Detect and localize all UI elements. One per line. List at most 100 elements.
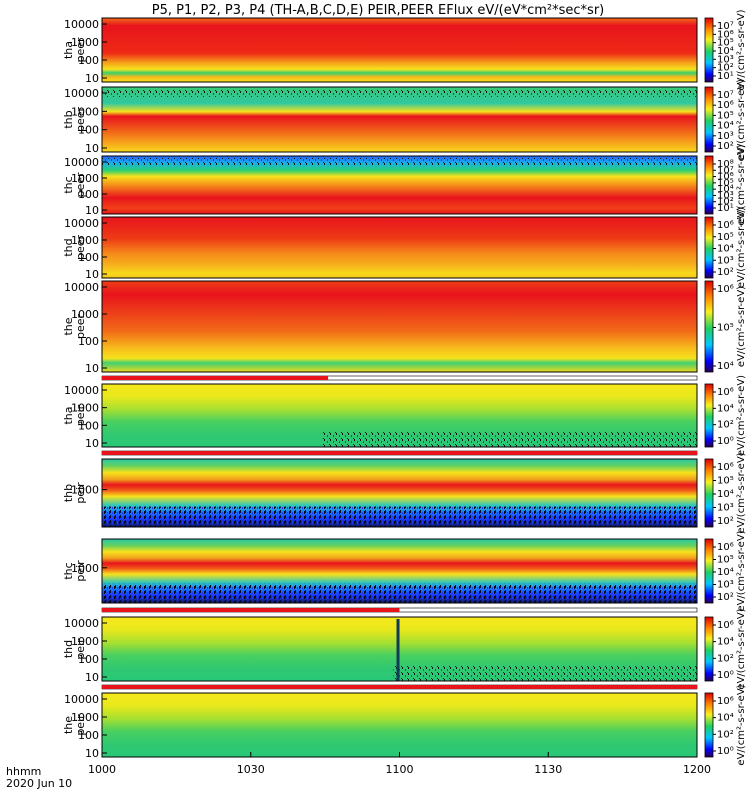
colorbar-label: eV/(cm²-s-sr-eV) [736,684,747,765]
y-tick-label: 10000 [64,87,99,100]
colorbar-tick-label: 10³ [717,580,734,591]
y-tick-label: 10000 [64,281,99,294]
spectrogram-fill [102,87,697,152]
colorbar-label: eV/(cm²-s-sr-eV) [736,375,747,456]
y-axis-label-species: peir [74,714,87,736]
y-tick-label: 1000 [71,105,99,118]
y-axis-label-probe: thd [62,238,75,256]
colorbar-tick-label: 10⁶ [717,220,734,231]
y-axis-label-species: peer [74,235,87,261]
y-axis-label-probe: the [62,317,75,335]
noise-speckle [393,665,697,681]
data-flag-fill [102,608,400,612]
y-axis-label-probe: tha [62,41,75,59]
y-tick-label: 100 [78,188,99,201]
y-axis-label-probe: thc [62,562,75,579]
noise-speckle [102,583,697,603]
y-tick-label: 10 [85,437,99,450]
x-tick-label: 1000 [88,763,116,776]
colorbar-tick-label: 10³ [717,503,734,514]
y-axis-label-species: peir [74,638,87,660]
y-axis-label-species: peer [74,314,87,340]
spectrogram-fill [102,281,697,372]
panel-tha-peer: tha peer 10000 1000 100 10 10⁷10⁶10⁵10⁴10³10²1… [62,9,747,90]
y-tick-label: 100 [78,54,99,67]
colorbar-tick-label: 10⁵ [717,178,734,189]
y-tick-label: 10000 [64,617,99,630]
y-tick-label: 1000 [71,36,99,49]
colorbar-tick-label: 10⁴ [717,637,734,648]
colorbar-tick-label: 10⁴ [717,361,734,372]
y-axis-label-probe: thc [62,176,75,193]
colorbar-tick-label: 10¹ [717,203,734,214]
colorbar [704,383,714,448]
y-tick-label: 1000 [71,172,99,185]
y-tick-label: 10 [85,72,99,85]
data-flag-fill [102,451,697,455]
x-tick-label: 1030 [237,763,265,776]
spectrogram-fill [102,18,697,82]
colorbar-tick-label: 10⁶ [717,100,734,111]
colorbar-tick-label: 10⁰ [717,670,734,681]
colorbar-tick-label: 10⁴ [717,489,734,500]
noise-speckle [102,506,697,527]
y-tick-label: 100 [78,251,99,264]
colorbar-tick-label: 10⁷ [717,90,734,101]
colorbar-tick-label: 10⁴ [717,121,734,132]
colorbar-tick-label: 10² [717,267,734,278]
y-tick-label: 10 [85,362,99,375]
colorbar [704,216,714,279]
colorbar-tick-label: 10⁶ [717,462,734,473]
panel-frame [101,86,698,153]
colorbar-tick-label: 10³ [717,131,734,142]
y-axis-label-species: peir [74,560,87,582]
panel-frame [101,538,698,604]
colorbar-tick-label: 10² [717,141,734,152]
y-tick-label: 10000 [64,156,99,169]
colorbar-label: eV/(cm²-s-sr-eV) [736,608,747,689]
panel-frame [101,155,698,215]
colorbar-label: eV/(cm²-s-sr-eV) [736,530,747,611]
panel-thc-peer: thc peer1000010001001010⁸10⁷10⁶10⁵10⁴10³1… [62,144,747,225]
y-tick-label: 1000 [71,484,99,497]
y-tick-label: 100 [78,124,99,137]
y-tick-label: 1000 [71,402,99,415]
colorbar-tick-label: 10⁰ [717,746,734,757]
y-tick-label: 1000 [71,711,99,724]
y-axis-label-species: peir [74,404,87,426]
y-tick-label: 10 [85,747,99,760]
colorbar-tick-label: 10² [717,653,734,664]
colorbar-label: eV/(cm²-s-sr-eV) [736,452,747,533]
noise-speckle [322,431,697,447]
y-tick-label: 100 [78,653,99,666]
y-axis-label-species: peir [74,482,87,504]
colorbar-tick-label: 10⁵ [717,476,734,487]
colorbar-tick-label: 10⁷ [717,21,734,32]
panel-stack: tha peer1000010001001010⁷10⁶10⁵10⁴10³10²1… [62,9,747,776]
y-axis-label-probe: the [62,716,75,734]
colorbar-tick-label: 10⁵ [717,232,734,243]
colorbar-label: eV/(cm²-s-sr-eV) [736,286,747,367]
y-tick-label: 10 [85,142,99,155]
colorbar-tick-label: 10⁶ [717,542,734,553]
y-axis-label-species: peer [74,172,87,198]
colorbar-tick-label: 10⁷ [717,165,734,176]
spectrogram-fill [102,693,697,757]
colorbar [704,616,714,682]
date-label: 2020 Jun 10 [6,777,72,790]
noise-speckle [102,158,697,165]
y-tick-label: 1000 [71,308,99,321]
y-axis-label-species: peer [74,37,87,63]
y-axis-label-probe: thb [62,110,75,128]
y-tick-label: 100 [78,335,99,348]
colorbar-tick-label: 10⁴ [717,403,734,414]
colorbar-tick-label: 10¹ [717,71,734,82]
colorbar-tick-label: 10⁸ [717,159,734,170]
colorbar-tick-label: 10⁵ [717,38,734,49]
y-tick-label: 10000 [64,18,99,31]
colorbar-tick-label: 10⁶ [717,284,734,295]
colorbar [704,17,714,83]
